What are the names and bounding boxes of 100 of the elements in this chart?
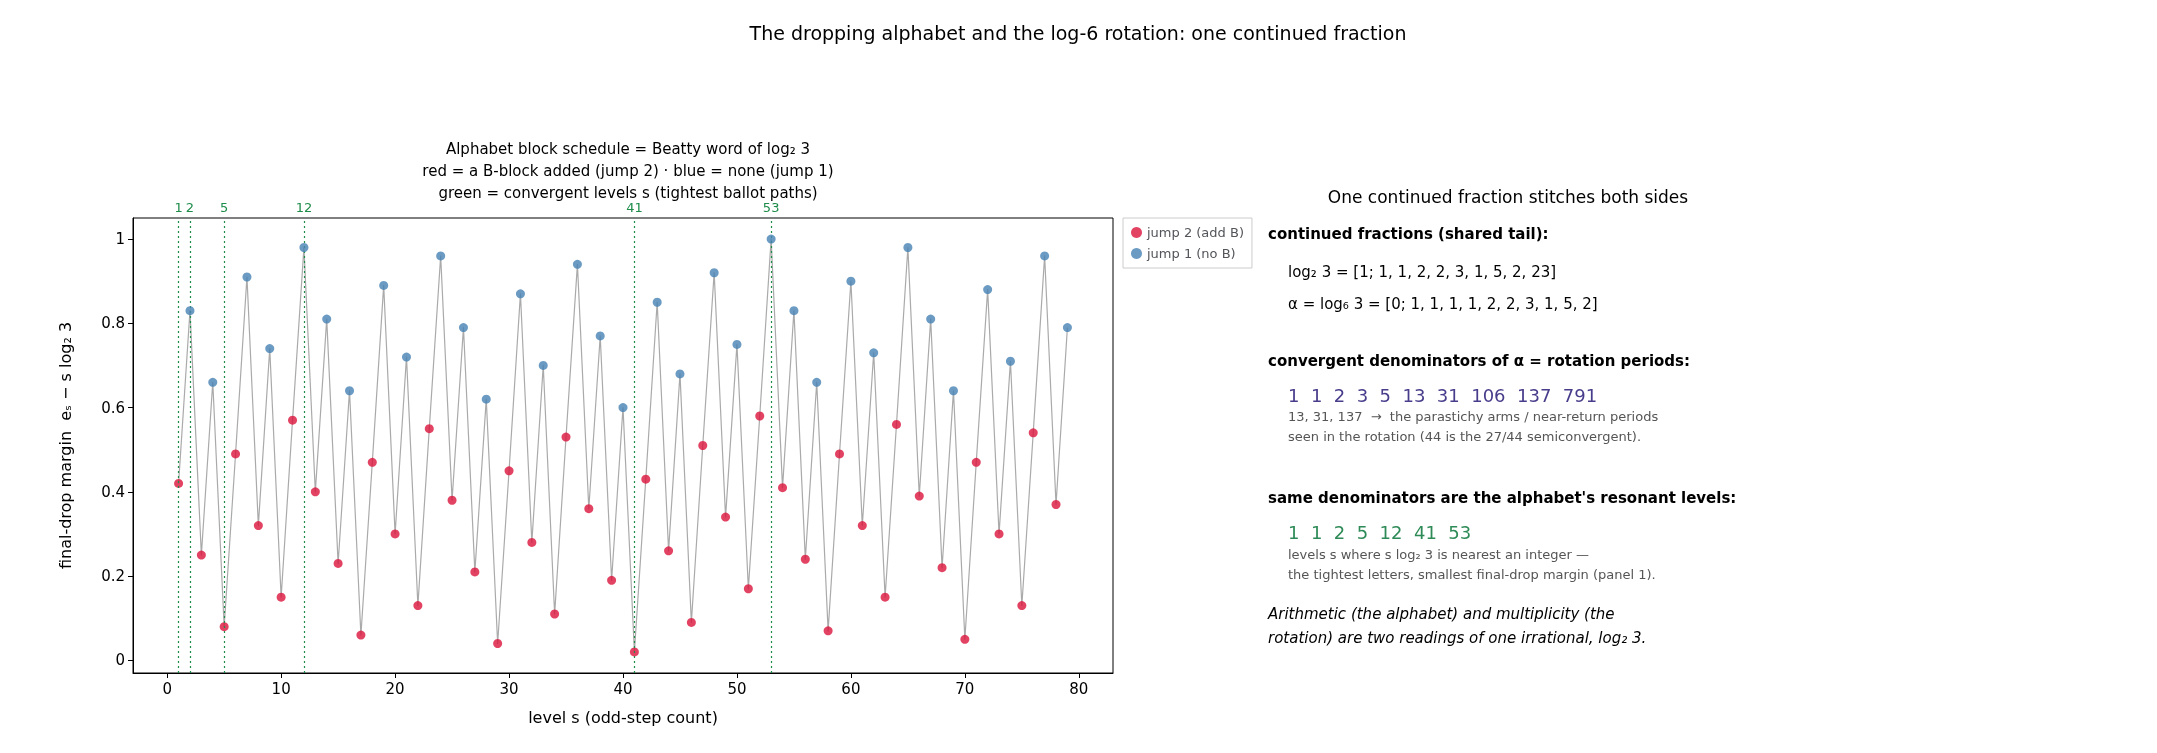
point (356, 630, 366, 640)
point (937, 563, 947, 573)
point (299, 242, 309, 252)
point (185, 306, 195, 316)
text: seen in the rotation (44 is the 27/44 semiconvergent). (1288, 429, 1642, 444)
point (310, 487, 320, 497)
point (823, 626, 833, 636)
point (903, 242, 913, 252)
point (1017, 601, 1027, 611)
point (527, 537, 537, 547)
point (926, 314, 936, 324)
x-tick-label: 40 (613, 679, 633, 698)
point (675, 369, 685, 379)
point (846, 276, 856, 286)
point (402, 352, 411, 362)
point (1051, 499, 1061, 509)
point (584, 504, 594, 514)
ref-line-label: 2 (185, 200, 195, 215)
y-axis-title: final-drop margin eₛ − s log₂ 3 (55, 321, 75, 570)
point (447, 495, 457, 505)
point (242, 272, 252, 282)
text: convergent denominators of α = rotation periods: (1268, 351, 1690, 370)
x-tick-label: 30 (499, 679, 519, 698)
text: Arithmetic (the alphabet) and multiplicity (the (1267, 604, 1615, 623)
point (367, 457, 377, 467)
y-tick-label: 0.2 (101, 567, 125, 586)
point (550, 609, 560, 619)
point (379, 280, 389, 290)
point (1028, 428, 1038, 438)
point (641, 474, 651, 484)
text: One continued fraction stitches both sides (1327, 186, 1689, 207)
point (766, 234, 776, 244)
point (994, 529, 1004, 539)
x-axis-title: level s (odd-step count) (528, 707, 718, 727)
x-tick-label: 10 (271, 679, 291, 698)
point (618, 403, 628, 413)
point (732, 339, 742, 349)
point (800, 554, 810, 564)
y-tick-label: 0.4 (101, 482, 125, 501)
ref-line-label: 41 (626, 200, 643, 215)
y-tick-label: 0.6 (101, 398, 125, 417)
text: rotation) are two readings of one irrational, log₂ 3. (1268, 628, 1647, 647)
point (219, 622, 229, 632)
point (971, 457, 981, 467)
point (629, 647, 639, 657)
point (914, 491, 924, 501)
text: 13, 31, 137 → the parastichy arms / near-return periods (1288, 409, 1659, 424)
point (253, 521, 263, 531)
point (960, 634, 970, 644)
point (835, 449, 845, 459)
point (983, 285, 993, 295)
point (436, 251, 446, 261)
point (493, 639, 503, 649)
x-tick-label: 50 (727, 679, 747, 698)
text: 1 1 2 3 5 13 31 106 137 791 (1288, 384, 1598, 406)
point (208, 377, 218, 387)
y-tick-label: 0.8 (101, 314, 125, 333)
ref-line-label: 12 (295, 200, 313, 215)
point (743, 584, 753, 594)
point (812, 377, 822, 387)
ref-line-label: 1 (174, 200, 183, 215)
point (515, 289, 525, 299)
point (789, 306, 799, 316)
point (1005, 356, 1015, 366)
point (880, 592, 890, 602)
ref-line-label: 5 (220, 200, 229, 215)
point (892, 419, 901, 429)
point (390, 529, 400, 539)
chart-title: The dropping alphabet and the log-6 rotation: one continued fraction (748, 21, 1407, 44)
point (333, 558, 343, 568)
point (709, 268, 719, 278)
point (686, 617, 696, 627)
text: the tightest letters, smallest final-drop margin (panel 1). (1288, 567, 1656, 582)
point (174, 478, 184, 488)
point (322, 314, 332, 324)
x-tick-label: 60 (841, 679, 861, 698)
point (755, 411, 765, 421)
legend-label: jump 2 (add B) (1146, 225, 1244, 240)
point (561, 432, 571, 442)
point (231, 449, 241, 459)
point (538, 360, 548, 370)
point (607, 575, 617, 585)
y-tick-label: 1 (115, 230, 125, 249)
point (869, 348, 879, 358)
x-tick-label: 0 (162, 679, 172, 698)
x-tick-label: 80 (1069, 679, 1089, 698)
point (458, 323, 468, 333)
point (424, 424, 434, 434)
y-tick-label: 0 (115, 651, 125, 670)
point (778, 483, 788, 493)
text: log₂ 3 = [1; 1, 1, 2, 2, 3, 1, 5, 2, 23] (1288, 262, 1557, 281)
point (857, 521, 867, 531)
point (276, 592, 286, 602)
legend-label: jump 1 (no B) (1146, 246, 1236, 261)
text: levels s where s log₂ 3 is nearest an integer — (1288, 547, 1590, 562)
point (470, 567, 480, 577)
point (481, 394, 491, 404)
point (595, 331, 605, 341)
point (721, 512, 731, 522)
point (652, 297, 662, 307)
